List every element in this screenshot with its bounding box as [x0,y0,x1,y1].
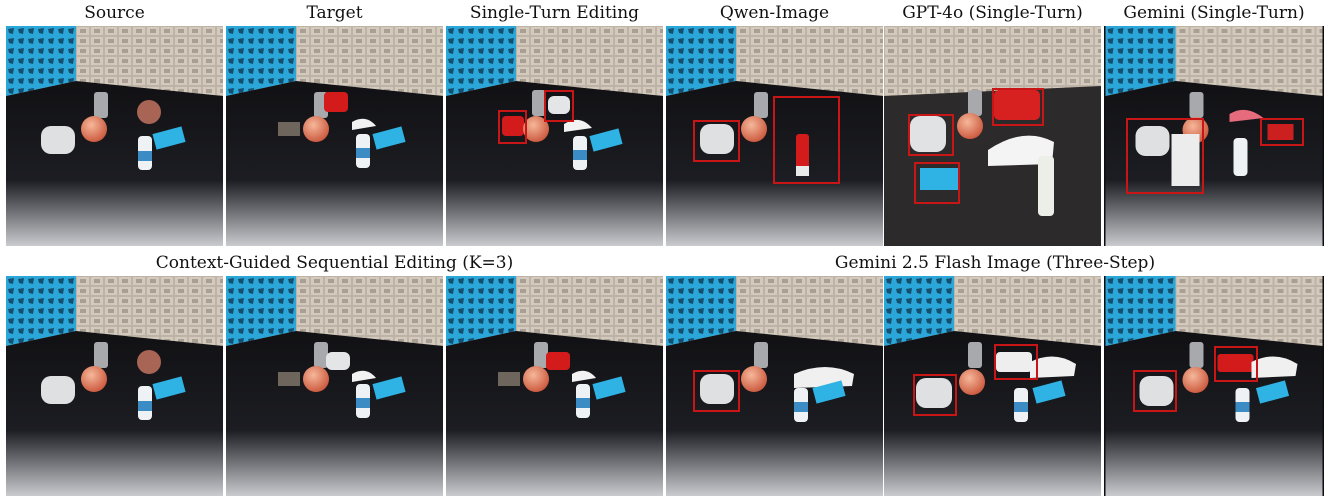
label-target: Target [306,3,363,23]
scene-tile [226,276,443,496]
image-gemini-step-3 [1104,276,1324,496]
highlight-box [914,162,960,204]
scene-tile [226,26,443,246]
highlight-box [1126,118,1204,194]
scene-tile [884,276,1101,496]
label-gemini-three-step: Gemini 2.5 Flash Image (Three-Step) [834,253,1156,273]
highlight-box [693,120,740,162]
scene-tile [666,276,883,496]
label-gpt4o-single-turn: GPT-4o (Single-Turn) [902,3,1083,23]
highlight-box [908,114,954,156]
image-qwen-image [666,26,883,246]
image-single-turn-editing [446,26,663,246]
label-context-guided: Context-Guided Sequential Editing (K=3) [155,253,514,273]
scene-tile [6,276,223,496]
highlight-box [498,110,527,144]
scene-tile [6,26,223,246]
highlight-box [992,88,1044,126]
highlight-box [1133,370,1177,412]
image-gemini-step-1 [666,276,883,496]
scene-tile [884,26,1101,246]
label-single-turn-editing: Single-Turn Editing [469,3,640,23]
image-target [226,26,443,246]
highlight-box [1260,118,1304,146]
label-source: Source [84,3,145,23]
image-gemini-single-turn [1104,26,1324,246]
highlight-box [544,90,574,122]
label-gemini-single-turn: Gemini (Single-Turn) [1123,3,1305,23]
image-source [6,26,223,246]
image-context-step-3 [446,276,663,496]
scene-tile [446,26,663,246]
scene-tile [446,276,663,496]
image-gpt4o-single-turn [884,26,1101,246]
image-gemini-step-2 [884,276,1101,496]
highlight-box [693,370,740,412]
scene-tile [1105,276,1323,496]
image-context-step-1 [6,276,223,496]
highlight-box [913,374,957,416]
image-context-step-2 [226,276,443,496]
highlight-box [994,344,1038,380]
scene-tile [1105,26,1323,246]
highlight-box [773,96,840,184]
highlight-box [1214,346,1258,382]
label-qwen-image: Qwen-Image [719,3,830,23]
